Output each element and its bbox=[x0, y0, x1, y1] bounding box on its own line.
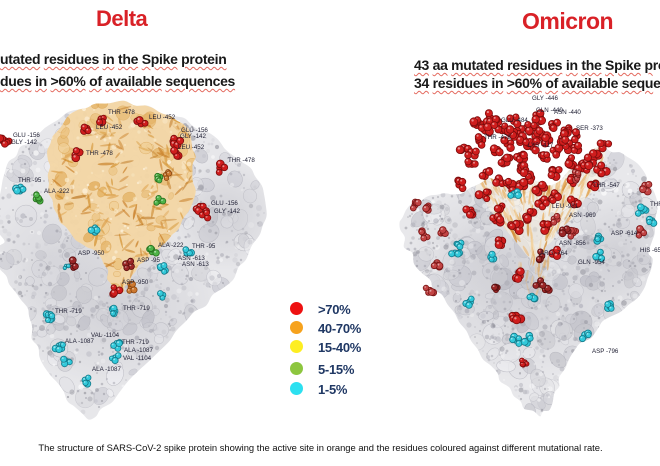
svg-text:THR -478: THR -478 bbox=[228, 157, 255, 164]
svg-text:VAL -1104: VAL -1104 bbox=[123, 355, 152, 362]
svg-text:ALA -1087: ALA -1087 bbox=[92, 366, 121, 373]
svg-text:ASP -950: ASP -950 bbox=[122, 279, 149, 286]
svg-text:THR -547: THR -547 bbox=[593, 182, 620, 189]
svg-text:THR -478: THR -478 bbox=[108, 109, 135, 116]
svg-text:GLN -954: GLN -954 bbox=[578, 259, 605, 266]
svg-text:THR -54: THR -54 bbox=[650, 201, 660, 208]
svg-text:THR -95: THR -95 bbox=[192, 243, 216, 250]
svg-text:LYS -417: LYS -417 bbox=[528, 142, 554, 149]
svg-text:THR -478: THR -478 bbox=[86, 150, 113, 157]
svg-text:GLY -142: GLY -142 bbox=[11, 139, 37, 146]
svg-text:LEU -452: LEU -452 bbox=[178, 144, 205, 151]
svg-text:GLN -440: GLN -440 bbox=[536, 107, 563, 114]
svg-text:THR -95: THR -95 bbox=[18, 177, 42, 184]
svg-text:ALA -1087: ALA -1087 bbox=[65, 338, 94, 345]
svg-text:GLU -156: GLU -156 bbox=[13, 132, 40, 139]
svg-text:HIS -655: HIS -655 bbox=[640, 247, 660, 254]
svg-text:ASP -95: ASP -95 bbox=[137, 257, 160, 264]
svg-text:GLY -446: GLY -446 bbox=[532, 95, 558, 102]
svg-text:ASP -796: ASP -796 bbox=[592, 348, 619, 355]
svg-text:GLY -142: GLY -142 bbox=[214, 208, 240, 215]
svg-text:THR -719: THR -719 bbox=[122, 339, 149, 346]
svg-text:ASP -614: ASP -614 bbox=[611, 230, 638, 237]
svg-text:ASP -950: ASP -950 bbox=[78, 250, 105, 257]
svg-text:LEU -452: LEU -452 bbox=[149, 114, 176, 121]
svg-text:LEU -981: LEU -981 bbox=[552, 203, 579, 210]
svg-text:GLU -156: GLU -156 bbox=[181, 127, 208, 134]
svg-text:THR -478: THR -478 bbox=[484, 134, 511, 141]
svg-text:ASN -969: ASN -969 bbox=[569, 212, 596, 219]
svg-text:GLY -142: GLY -142 bbox=[180, 133, 206, 140]
svg-text:GLU -156: GLU -156 bbox=[211, 200, 238, 207]
svg-text:GLU -484: GLU -484 bbox=[501, 117, 528, 124]
svg-text:ASN -856: ASN -856 bbox=[559, 240, 586, 247]
svg-text:ARG -764: ARG -764 bbox=[540, 250, 568, 257]
svg-text:VAL -1104: VAL -1104 bbox=[91, 332, 120, 339]
svg-text:SER -373: SER -373 bbox=[576, 125, 603, 132]
svg-text:THR -719: THR -719 bbox=[123, 305, 150, 312]
svg-text:ASN -613: ASN -613 bbox=[178, 255, 205, 262]
svg-text:ALA -222: ALA -222 bbox=[158, 242, 184, 249]
svg-text:THR -719: THR -719 bbox=[55, 308, 82, 315]
svg-text:ASN -440: ASN -440 bbox=[554, 109, 581, 116]
svg-text:ALA -222: ALA -222 bbox=[44, 188, 70, 195]
svg-text:ASN -613: ASN -613 bbox=[182, 261, 209, 268]
svg-text:ALA -1087: ALA -1087 bbox=[124, 347, 153, 354]
svg-text:LEU -452: LEU -452 bbox=[96, 124, 123, 131]
